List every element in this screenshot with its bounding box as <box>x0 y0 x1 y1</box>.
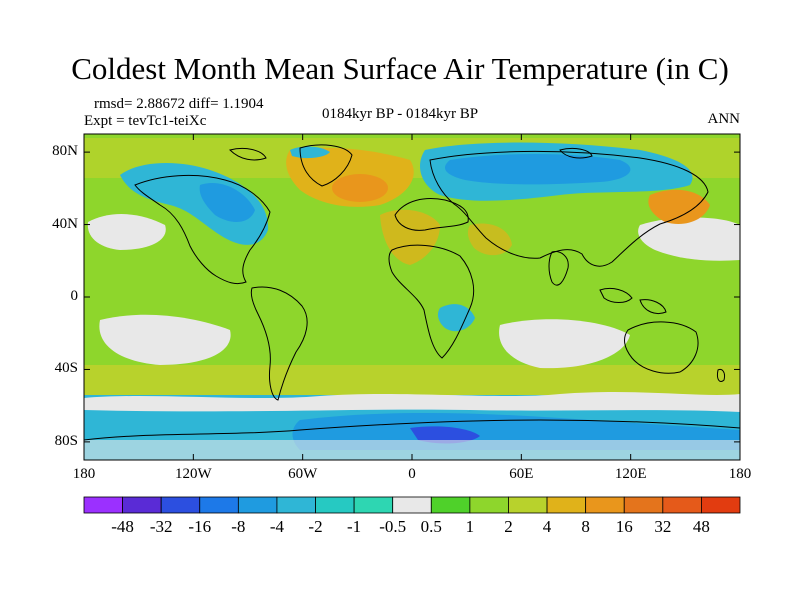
colorbar-level-label: -8 <box>231 517 246 536</box>
center-string: 0184kyr BP - 0184kyr BP <box>321 106 479 122</box>
lat-tick-label: 80N <box>52 143 78 160</box>
colorbar-box <box>585 496 625 514</box>
colorbar-box <box>392 496 432 514</box>
colorbar-level-label: 48 <box>692 517 710 536</box>
coastlines <box>84 144 740 441</box>
colorbar-box <box>662 496 702 514</box>
colorbar-box <box>430 496 471 514</box>
lon-tick-label: 180 <box>72 466 96 482</box>
colorbar-level-label: 16 <box>615 517 633 536</box>
lat-tick-label: 80S <box>54 432 78 449</box>
lon-tick-label: 0 <box>408 466 416 482</box>
temperature-field <box>84 134 740 460</box>
lon-tick-label: 120E <box>614 466 647 482</box>
plot-title: Coldest Month Mean Surface Air Temperatu… <box>71 51 729 86</box>
stats-line: rmsd= 2.88672 diff= 1.1904 <box>94 96 264 112</box>
colorbar-level-label: -48 <box>111 517 134 536</box>
right-string: ANN <box>707 111 741 127</box>
lon-tick-label: 120W <box>174 466 212 482</box>
colorbar-box <box>701 496 741 514</box>
colorbar-level-label: 0.5 <box>420 517 442 536</box>
lon-tick-label: 180 <box>728 466 752 482</box>
colorbar <box>83 496 741 514</box>
colorbar-level-label: -4 <box>269 517 285 536</box>
colorbar-box <box>353 496 394 514</box>
colorbar-level-label: 32 <box>654 517 672 536</box>
colorbar-box <box>546 496 587 514</box>
lon-tick-label: 60E <box>509 466 534 482</box>
colorbar-box <box>469 496 509 514</box>
colorbar-box <box>160 496 201 514</box>
lon-tick-label: 60W <box>288 466 318 482</box>
colorbar-level-label: -16 <box>188 517 212 536</box>
colorbar-level-label: 2 <box>504 517 513 536</box>
lat-tick-label: 0 <box>70 288 79 304</box>
colorbar-box <box>83 496 123 514</box>
colorbar-level-label: 4 <box>542 517 552 536</box>
colorbar-level-label: 1 <box>465 517 475 536</box>
colorbar-box <box>623 496 664 514</box>
colorbar-level-label: -2 <box>308 517 323 536</box>
colorbar-box <box>199 496 239 514</box>
colorbar-box <box>508 496 548 514</box>
colorbar-box <box>122 496 162 514</box>
colorbar-box <box>276 496 316 514</box>
colorbar-level-label: -1 <box>347 517 362 536</box>
colorbar-level-label: 8 <box>581 517 590 536</box>
axis-ticks <box>83 134 741 460</box>
lat-tick-label: 40S <box>54 360 78 377</box>
lat-tick-label: 40N <box>52 215 78 232</box>
colorbar-level-label: -32 <box>149 517 173 536</box>
colorbar-box <box>315 496 355 514</box>
colorbar-box <box>237 496 278 514</box>
colorbar-level-label: -0.5 <box>379 517 407 536</box>
experiment-line: Expt = tevTc1-teiXc <box>84 113 207 129</box>
